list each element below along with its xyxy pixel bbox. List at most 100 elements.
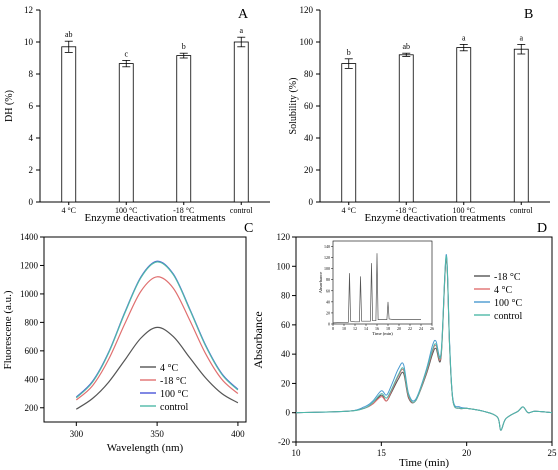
y-tick-label: 800 [25,317,39,327]
y-tick-label: 80 [281,291,291,301]
inset-y-tick-label: 140 [324,244,330,249]
legend-label: 100 °C [494,298,522,309]
panel-c-ylabel: Fluorescene (a.u.) [2,290,14,369]
x-tick-label: 350 [150,429,164,439]
panel-b-ylabel: Solubility (%) [288,78,299,135]
inset-x-tick-label: 18 [386,326,390,331]
panel-d-legend: -18 °C 4 °C 100 °C control [474,272,523,322]
inset-frame [332,240,433,325]
y-tick-label: 4 [29,133,34,143]
x-tick-label: 300 [70,429,84,439]
inset-y-tick-label: 80 [326,277,330,282]
significance-letter: b [347,48,351,57]
inset-y-tick-label: 100 [324,266,330,271]
panel-d-letter: D [537,221,547,236]
y-tick-label: 8 [29,69,34,79]
significance-letter: ab [402,42,410,51]
x-tick-label: 100 °C [115,206,138,215]
x-tick-label: 15 [377,448,387,458]
x-tick-label: 20 [462,448,472,458]
legend-label: control [494,311,523,322]
series-line [295,255,553,431]
panel-d-inset: 0 20 40 60 80 100 120 140 8 10 12 14 16 18 20 22 24 26 Tim… [318,240,434,336]
x-tick-label: control [230,206,253,215]
x-tick-label: 4 °C [61,206,76,215]
panel-b-letter: B [524,7,533,22]
panel-a-letter: A [238,7,249,22]
y-tick-label: 12 [24,5,33,15]
y-tick-label: 80 [304,69,314,79]
significance-letter: c [124,49,128,58]
inset-xlabel: Time (min) [372,331,393,336]
x-tick-label: control [510,206,533,215]
panel-a: A DH (%) Enzyme deactivation treatments … [4,5,270,224]
legend-label: 4 °C [494,285,512,296]
y-tick-label: 6 [29,101,34,111]
y-tick-label: 0 [29,197,34,207]
inset-ylabel: Absorbance [318,272,323,294]
series-line [75,261,239,399]
x-tick-label: 25 [548,448,558,458]
y-tick-label: 100 [300,37,314,47]
bar [61,46,77,203]
panel-b-xlabel: Enzyme deactivation treatments [364,212,505,224]
y-tick-label: 600 [25,346,39,356]
panel-d: D Absorbance Time (min) -200204060801001… [251,221,557,469]
legend-label: 100 °C [160,389,188,400]
bar [176,55,192,203]
significance-letter: a [239,26,243,35]
inset-line [332,253,421,324]
x-tick-label: -18 °C [173,206,194,215]
y-tick-label: 20 [304,165,314,175]
inset-x-tick-label: 22 [408,326,412,331]
panel-a-ylabel: DH (%) [4,90,15,122]
series-line [75,276,239,401]
legend-label: -18 °C [160,376,187,387]
y-tick-label: 0 [286,408,291,418]
inset-x-tick-label: 20 [397,326,401,331]
panel-a-xlabel: Enzyme deactivation treatments [84,212,225,224]
significance-letter: a [519,33,523,42]
y-tick-label: 200 [25,403,39,413]
panel-c-legend: 4 °C -18 °C 100 °C control [140,363,189,413]
panel-c: C Fluorescene (a.u.) Wavelength (nm) 200… [2,221,253,454]
significance-letter: a [462,33,466,42]
inset-y-tick-label: 60 [326,288,330,293]
panel-d-xlabel: Time (min) [399,457,449,469]
bar [513,48,529,203]
inset-x-tick-label: 8 [332,326,334,331]
inset-x-tick-label: 10 [342,326,346,331]
legend-label: -18 °C [494,272,521,283]
x-tick-label: 4 °C [341,206,356,215]
inset-y-tick-label: 0 [328,322,330,327]
y-tick-label: 120 [277,232,291,242]
panel-c-letter: C [244,221,253,236]
y-tick-label: 400 [25,374,39,384]
bar [456,47,472,203]
bar [341,63,357,203]
x-tick-label: 400 [231,429,245,439]
legend-label: 4 °C [160,363,178,374]
inset-x-tick-label: 14 [364,326,368,331]
y-tick-label: 100 [277,261,291,271]
y-tick-label: 60 [281,320,291,330]
panel-a-marks: 0 2 4 6 8 10 12 ab 4 °C c 100 °C b -18 °C a control [24,5,253,215]
x-tick-label: 100 °C [452,206,475,215]
legend-label: control [160,402,189,413]
panel-d-frame [295,236,553,443]
y-tick-label: 1400 [20,232,39,242]
panel-b-marks: 0 20 40 60 80 100 120 b 4 °C ab -18 °C a 100 °C a cont… [300,5,534,215]
significance-letter: ab [65,30,73,39]
y-tick-label: 2 [29,165,34,175]
x-tick-label: -18 °C [396,206,417,215]
y-tick-label: 0 [309,197,314,207]
panel-c-marks: 200 400 600 800 1000 1200 1400 300 350 400 [20,232,245,439]
panel-c-xlabel: Wavelength (nm) [107,442,184,454]
y-tick-label: 40 [281,349,291,359]
panel-c-frame [43,236,247,423]
y-tick-label: 1200 [20,260,39,270]
significance-letter: b [182,42,186,51]
y-tick-label: 20 [281,378,291,388]
y-tick-label: -20 [278,437,290,447]
